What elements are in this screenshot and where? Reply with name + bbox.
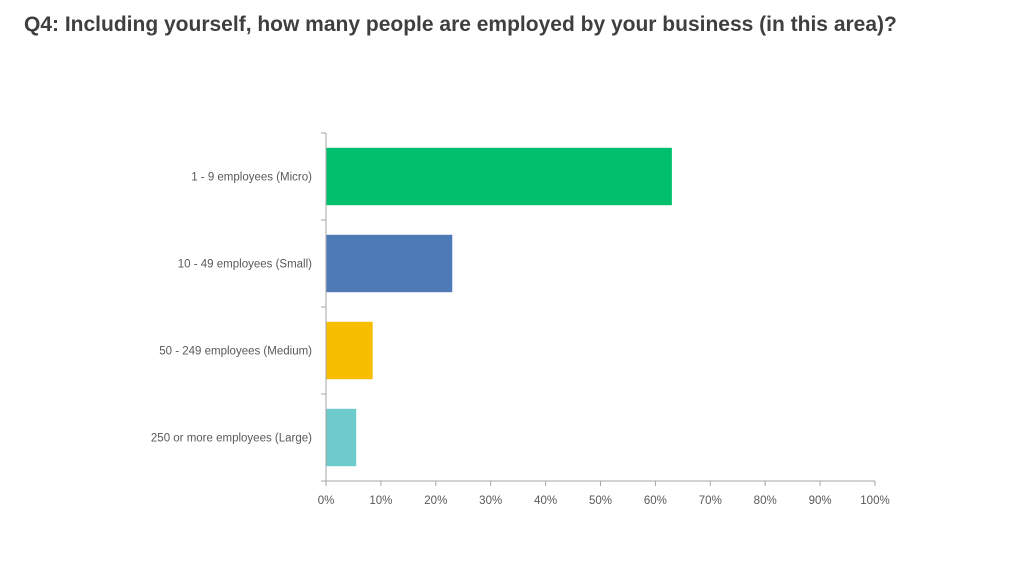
- x-tick-label: 80%: [754, 495, 777, 507]
- category-label: 50 - 249 employees (Medium): [159, 346, 312, 358]
- category-label: 10 - 49 employees (Small): [178, 259, 312, 271]
- x-tick-label: 30%: [479, 495, 502, 507]
- x-tick-label: 100%: [860, 495, 889, 507]
- x-tick-label: 20%: [424, 495, 447, 507]
- bar-2: [326, 234, 453, 293]
- x-tick-label: 70%: [699, 495, 722, 507]
- bar-4: [326, 408, 357, 467]
- category-label: 1 - 9 employees (Micro): [191, 172, 312, 184]
- category-label: 250 or more employees (Large): [151, 433, 312, 445]
- bar-1: [326, 147, 672, 206]
- x-tick-label: 0%: [318, 495, 335, 507]
- question-title: Q4: Including yourself, how many people …: [24, 13, 897, 36]
- x-tick-label: 40%: [534, 495, 557, 507]
- x-tick-label: 50%: [589, 495, 612, 507]
- bar-3: [326, 321, 373, 380]
- x-tick-label: 60%: [644, 495, 667, 507]
- x-tick-label: 90%: [809, 495, 832, 507]
- x-tick-label: 10%: [369, 495, 392, 507]
